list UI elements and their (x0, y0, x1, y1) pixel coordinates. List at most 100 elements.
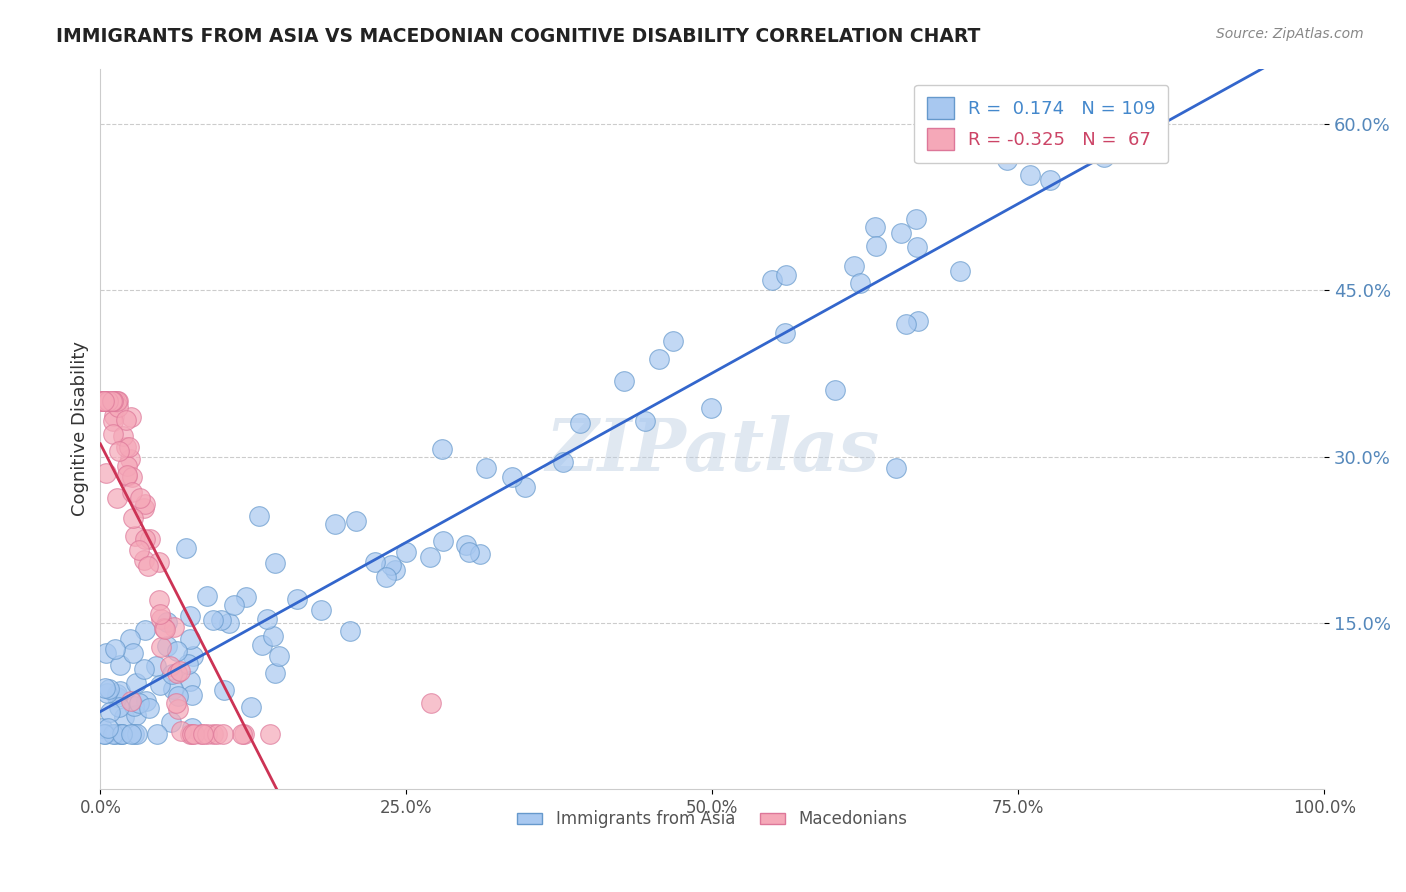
Point (700, 401, 723, 415)
Point (166, 644, 188, 658)
Point (163, 619, 186, 633)
Point (502, 470, 524, 484)
Point (262, 629, 284, 643)
Point (125, 727, 148, 741)
Point (773, 326, 796, 341)
Point (129, 491, 152, 506)
Point (135, 694, 157, 708)
Point (235, 590, 257, 604)
Point (148, 555, 170, 569)
Point (103, 409, 125, 423)
Point (181, 688, 204, 702)
Point (120, 727, 142, 741)
Point (93, 394, 115, 409)
Point (165, 696, 187, 710)
Point (153, 622, 176, 636)
Point (167, 702, 190, 716)
Legend: Immigrants from Asia, Macedonians: Immigrants from Asia, Macedonians (510, 804, 914, 835)
Point (309, 602, 332, 616)
Point (256, 612, 278, 626)
Point (107, 700, 129, 714)
Point (94, 394, 117, 409)
Point (183, 727, 205, 741)
Point (648, 352, 671, 367)
Point (104, 641, 127, 656)
Point (264, 556, 287, 570)
Point (145, 659, 167, 673)
Point (136, 558, 159, 573)
Point (107, 394, 129, 409)
Point (156, 639, 179, 653)
Point (849, 276, 872, 290)
Point (232, 727, 254, 741)
Point (115, 469, 138, 483)
Point (132, 662, 155, 676)
Point (339, 624, 361, 639)
Point (108, 684, 131, 698)
Point (474, 461, 496, 475)
Point (384, 563, 406, 577)
Point (105, 687, 128, 701)
Point (93, 394, 115, 409)
Point (247, 508, 270, 523)
Point (110, 658, 132, 673)
Point (97, 721, 120, 735)
Point (132, 500, 155, 515)
Point (181, 648, 204, 663)
Point (1019, 168, 1042, 182)
Point (101, 727, 124, 741)
Point (179, 632, 201, 646)
Point (344, 514, 367, 528)
Point (181, 721, 204, 735)
Point (380, 558, 402, 572)
Point (134, 623, 156, 637)
Point (190, 727, 212, 741)
Point (97, 394, 120, 409)
Point (124, 529, 146, 543)
Point (166, 666, 188, 681)
Point (160, 714, 183, 729)
Point (160, 666, 183, 681)
Point (170, 723, 193, 738)
Text: IMMIGRANTS FROM ASIA VS MACEDONIAN COGNITIVE DISABILITY CORRELATION CHART: IMMIGRANTS FROM ASIA VS MACEDONIAN COGNI… (56, 27, 980, 45)
Point (120, 409, 142, 424)
Point (1092, 150, 1115, 164)
Point (824, 383, 846, 397)
Point (177, 657, 200, 671)
Point (94, 727, 117, 741)
Point (162, 682, 184, 697)
Point (394, 544, 416, 558)
Point (94, 394, 117, 409)
Point (468, 547, 491, 561)
Point (907, 314, 929, 328)
Point (179, 727, 201, 741)
Point (195, 589, 218, 603)
Point (231, 727, 253, 741)
Point (374, 570, 396, 584)
Point (112, 429, 135, 443)
Point (432, 533, 454, 548)
Point (553, 455, 575, 469)
Point (267, 648, 290, 663)
Point (180, 727, 202, 741)
Point (218, 615, 240, 630)
Point (569, 416, 592, 430)
Point (93, 727, 115, 741)
Point (1039, 173, 1062, 187)
Point (90, 394, 112, 409)
Point (138, 700, 160, 714)
Point (107, 444, 129, 458)
Point (454, 538, 477, 552)
Point (419, 696, 441, 710)
Point (865, 239, 887, 253)
Point (613, 374, 636, 388)
Point (195, 727, 218, 741)
Point (146, 727, 169, 741)
Point (149, 607, 172, 621)
Point (94, 681, 117, 695)
Point (128, 696, 150, 710)
Point (112, 710, 135, 724)
Point (128, 542, 150, 557)
Point (93, 394, 115, 409)
Point (179, 673, 201, 688)
